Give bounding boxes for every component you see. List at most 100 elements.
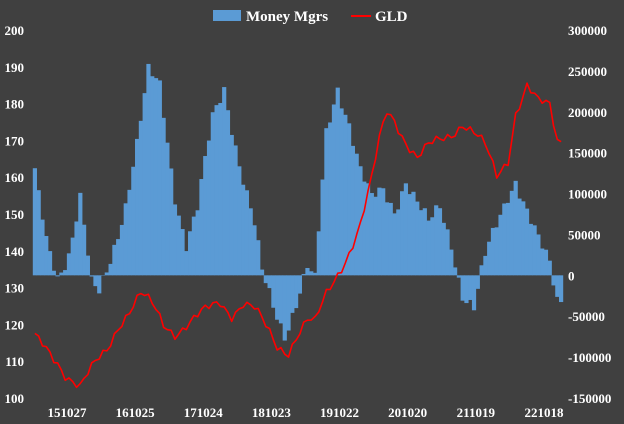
legend-label-money-mgrs: Money Mgrs [246,9,328,25]
bar-money-mgrs [403,183,408,276]
right-tick-label: -50000 [568,309,605,324]
bar-money-mgrs [40,219,45,276]
left-tick-label: 140 [5,244,25,259]
bar-money-mgrs [411,191,416,276]
bar-money-mgrs [305,267,310,276]
bar-money-mgrs [294,275,299,309]
right-tick-label: -100000 [568,350,611,365]
bar-money-mgrs [559,275,564,303]
bar-money-mgrs [400,191,405,276]
bar-money-mgrs [464,275,469,304]
bar-money-mgrs [180,229,185,276]
bar-money-mgrs [59,272,64,276]
bar-money-mgrs [259,269,265,276]
bar-money-mgrs [331,104,337,276]
bar-money-mgrs [312,272,318,276]
x-tick-label: 221018 [524,405,564,420]
bar-money-mgrs [513,180,518,276]
bar-money-mgrs [256,240,261,276]
left-tick-label: 160 [5,170,25,185]
bar-money-mgrs [275,275,280,320]
bar-money-mgrs [104,272,109,276]
bar-money-mgrs [468,275,473,300]
right-tick-label: 100000 [568,187,607,202]
bar-money-mgrs [237,166,242,276]
bar-money-mgrs [191,216,196,276]
bar-money-mgrs [540,248,545,276]
x-tick-label: 201020 [388,405,427,420]
bar-money-mgrs [487,241,492,276]
bar-series-money-mgrs [32,63,564,341]
bar-money-mgrs [328,122,333,276]
x-tick-label: 151027 [47,405,87,420]
bar-money-mgrs [188,231,193,276]
bar-money-mgrs [524,208,530,276]
bar-money-mgrs [169,168,174,276]
bar-money-mgrs [521,201,526,276]
legend-label-gld: GLD [375,9,408,25]
bar-money-mgrs [271,275,276,308]
bar-money-mgrs [437,208,443,276]
bar-money-mgrs [51,270,56,276]
bar-money-mgrs [108,263,113,276]
bar-money-mgrs [210,112,215,276]
bar-money-mgrs [195,210,200,276]
bar-money-mgrs [222,87,227,276]
legend-swatch-money-mgrs [213,10,241,21]
right-axis-ticks: -150000 -100000 -50000 0 50000 100000 150000 20… [568,23,611,406]
bar-money-mgrs [44,236,49,276]
bar-money-mgrs [324,128,329,276]
bar-money-mgrs [543,249,549,276]
bar-money-mgrs [453,267,458,276]
left-tick-label: 110 [5,354,24,369]
bar-money-mgrs [460,275,465,301]
bar-money-mgrs [483,255,488,276]
bar-money-mgrs [218,102,223,276]
legend: Money Mgrs GLD [213,9,408,25]
left-tick-label: 100 [5,391,25,406]
bar-money-mgrs [97,275,102,294]
bar-money-mgrs [203,156,208,276]
bar-money-mgrs [74,221,79,276]
bar-money-mgrs [301,273,306,276]
bar-money-mgrs [445,229,450,276]
bar-money-mgrs [286,275,291,331]
bar-money-mgrs [214,105,219,276]
bar-money-mgrs [502,203,507,276]
bar-money-mgrs [233,145,238,276]
bar-money-mgrs [199,179,204,276]
bar-money-mgrs [384,202,390,276]
bar-money-mgrs [85,255,90,276]
bar-money-mgrs [381,188,386,276]
line-series-gld [34,82,562,389]
bar-money-mgrs [153,78,159,276]
bar-money-mgrs [123,203,128,276]
x-tick-label: 191022 [320,405,359,420]
bar-money-mgrs [89,275,94,277]
bar-money-mgrs [135,138,140,276]
bar-money-mgrs [373,196,378,276]
bar-money-mgrs [388,202,393,276]
bar-money-mgrs [82,224,87,276]
bar-money-mgrs [498,214,503,276]
left-tick-label: 170 [5,133,25,148]
bar-money-mgrs [32,168,37,276]
right-tick-label: 50000 [568,227,601,242]
bar-money-mgrs [150,76,155,276]
bar-money-mgrs [241,184,246,276]
bar-money-mgrs [252,225,257,276]
bar-money-mgrs [434,205,439,276]
bar-money-mgrs [551,275,556,286]
bar-money-mgrs [320,179,325,276]
bar-money-mgrs [70,237,75,276]
right-tick-label: 250000 [568,64,607,79]
right-tick-label: 150000 [568,146,607,161]
bar-money-mgrs [131,166,136,276]
bar-money-mgrs [127,189,132,276]
bar-money-mgrs [415,201,420,276]
bar-money-mgrs [165,142,170,276]
bar-money-mgrs [138,120,143,276]
bar-money-mgrs [509,190,514,276]
bar-money-mgrs [267,275,272,289]
